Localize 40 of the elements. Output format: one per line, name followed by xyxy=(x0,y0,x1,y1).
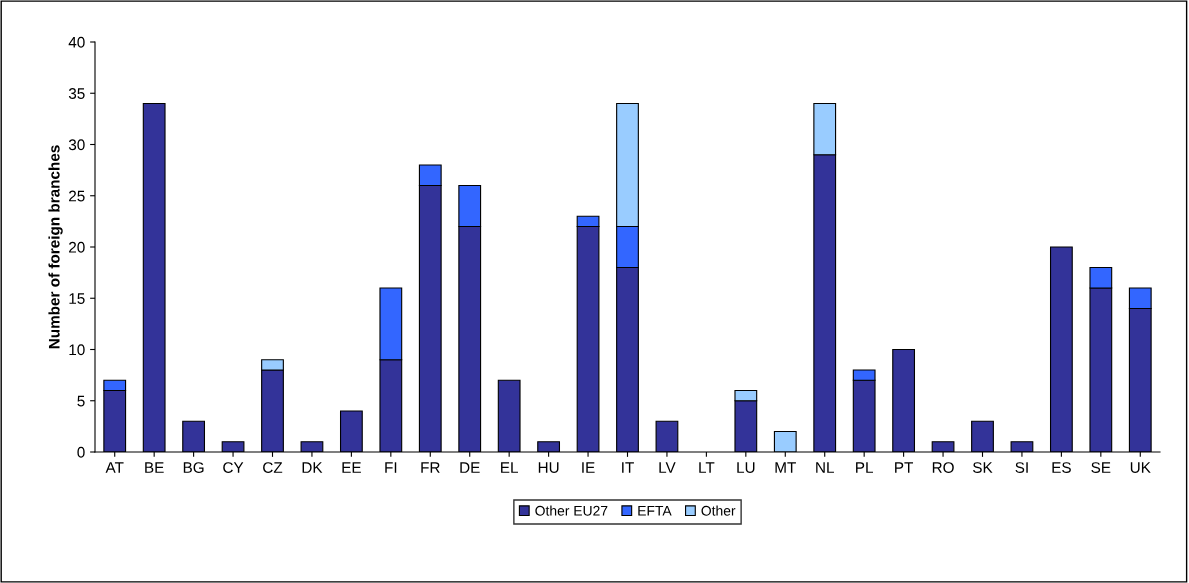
x-tick-label: PL xyxy=(856,462,873,473)
x-tick-label: SK xyxy=(973,462,993,473)
y-tick-label: 40 xyxy=(68,36,85,48)
x-tick-label: LV xyxy=(659,462,676,473)
x-tick-label: LT xyxy=(699,462,715,473)
y-axis-title: Number of foreign branches xyxy=(48,145,63,349)
x-tick-label: FI xyxy=(385,462,397,473)
x-tick-label: MT xyxy=(775,462,796,473)
x-tick-label: EE xyxy=(342,462,361,473)
x-tick-label: IT xyxy=(622,462,634,473)
x-tick-label: FR xyxy=(421,462,440,473)
x-tick-label: CY xyxy=(223,462,244,473)
x-tick-label: NL xyxy=(816,462,834,473)
y-tick-label: 15 xyxy=(69,293,85,304)
x-tick-label: HU xyxy=(538,462,559,473)
x-tick-label: RO xyxy=(932,462,954,473)
x-tick-label: LU xyxy=(737,462,755,473)
x-tick-label: EL xyxy=(501,462,518,473)
legend-label: Other EU27 xyxy=(535,505,608,516)
y-tick-label: 10 xyxy=(69,344,85,356)
y-tick-label: 5 xyxy=(77,395,85,407)
x-tick-label: SI xyxy=(1015,462,1028,473)
x-tick-label: PT xyxy=(895,462,914,473)
y-tick-label: 35 xyxy=(68,88,85,99)
y-tick-label: 0 xyxy=(77,446,85,458)
x-tick-label: SE xyxy=(1091,462,1111,473)
x-tick-label: BE xyxy=(145,462,164,473)
legend-label: Other xyxy=(701,505,736,516)
x-tick-label: AT xyxy=(105,462,124,473)
legend-label: EFTA xyxy=(638,506,672,516)
x-tick-label: IE xyxy=(582,462,595,473)
x-tick-label: ES xyxy=(1052,462,1071,473)
y-tick-label: 25 xyxy=(69,190,85,202)
y-tick-label: 20 xyxy=(69,241,85,253)
x-tick-label: UK xyxy=(1130,462,1151,473)
x-tick-label: DE xyxy=(460,462,480,473)
x-tick-label: BG xyxy=(183,462,204,473)
y-tick-label: 30 xyxy=(68,139,85,151)
x-tick-label: DK xyxy=(302,462,323,473)
x-tick-label: CZ xyxy=(263,462,283,473)
